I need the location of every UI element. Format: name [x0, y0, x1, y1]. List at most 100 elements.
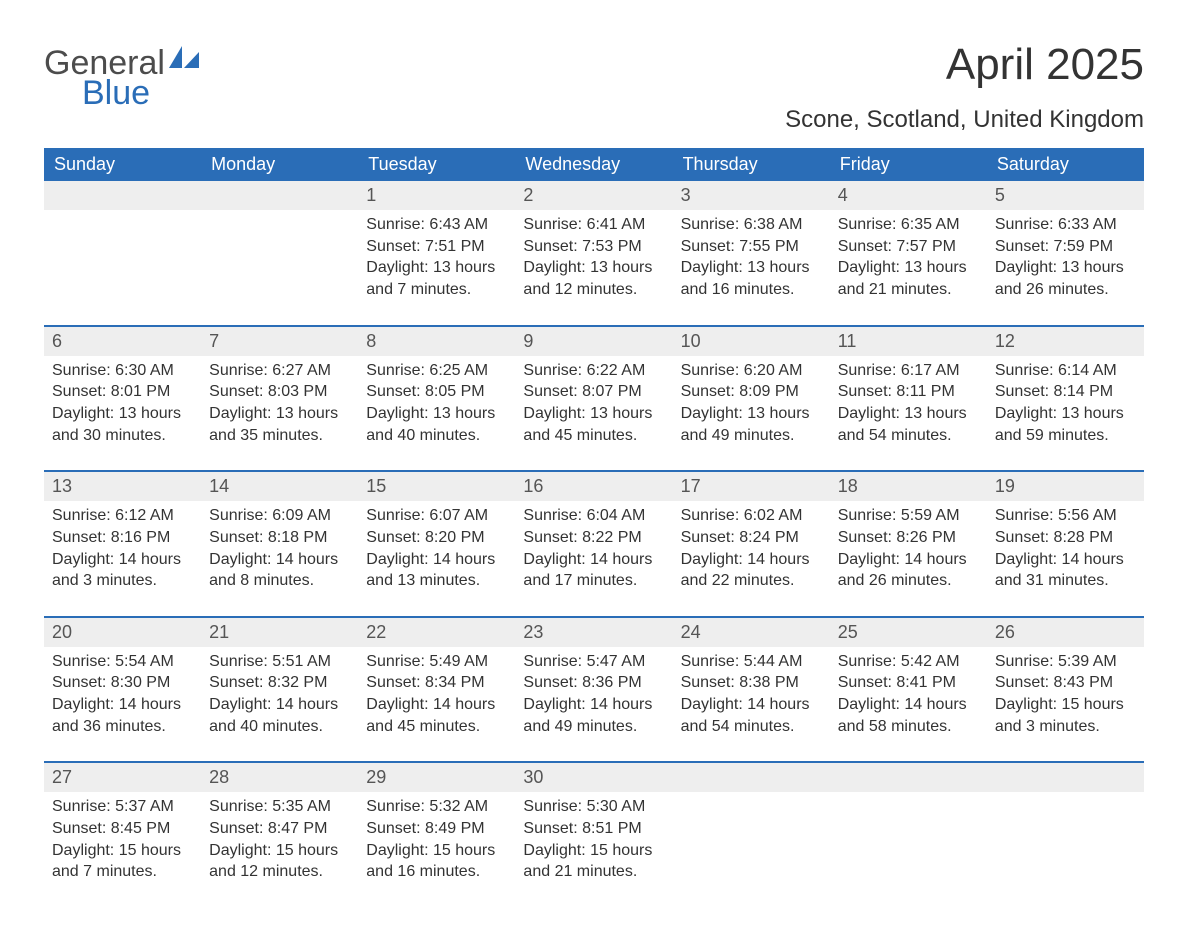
sunset-line: Sunset: 8:22 PM	[523, 527, 664, 549]
daylight-line: Daylight: 13 hours and 26 minutes.	[995, 257, 1136, 300]
day-number: 14	[201, 472, 358, 501]
sunrise-line: Sunrise: 6:41 AM	[523, 214, 664, 236]
day-info: Sunrise: 5:51 AMSunset: 8:32 PMDaylight:…	[201, 647, 358, 761]
daylight-line: Daylight: 14 hours and 17 minutes.	[523, 549, 664, 592]
calendar-day-cell: 27Sunrise: 5:37 AMSunset: 8:45 PMDayligh…	[44, 762, 201, 907]
daylight-line: Daylight: 14 hours and 26 minutes.	[838, 549, 979, 592]
daylight-line: Daylight: 13 hours and 40 minutes.	[366, 403, 507, 446]
sunrise-line: Sunrise: 5:54 AM	[52, 651, 193, 673]
weekday-header: Saturday	[987, 148, 1144, 181]
sunrise-line: Sunrise: 6:14 AM	[995, 360, 1136, 382]
sunrise-line: Sunrise: 6:07 AM	[366, 505, 507, 527]
calendar-day-cell: 3Sunrise: 6:38 AMSunset: 7:55 PMDaylight…	[673, 181, 830, 326]
calendar-day-cell: 17Sunrise: 6:02 AMSunset: 8:24 PMDayligh…	[673, 471, 830, 617]
sunrise-line: Sunrise: 6:38 AM	[681, 214, 822, 236]
calendar-day-cell: 4Sunrise: 6:35 AMSunset: 7:57 PMDaylight…	[830, 181, 987, 326]
daylight-line: Daylight: 13 hours and 16 minutes.	[681, 257, 822, 300]
day-number: 13	[44, 472, 201, 501]
calendar-day-cell: 23Sunrise: 5:47 AMSunset: 8:36 PMDayligh…	[515, 617, 672, 763]
day-number: 5	[987, 181, 1144, 210]
day-number: 11	[830, 327, 987, 356]
daylight-line: Daylight: 13 hours and 21 minutes.	[838, 257, 979, 300]
calendar-day-cell: 16Sunrise: 6:04 AMSunset: 8:22 PMDayligh…	[515, 471, 672, 617]
day-number: 21	[201, 618, 358, 647]
sunrise-line: Sunrise: 5:49 AM	[366, 651, 507, 673]
sunset-line: Sunset: 7:55 PM	[681, 236, 822, 258]
daylight-line: Daylight: 15 hours and 21 minutes.	[523, 840, 664, 883]
day-number: 10	[673, 327, 830, 356]
sunset-line: Sunset: 8:45 PM	[52, 818, 193, 840]
sunset-line: Sunset: 8:24 PM	[681, 527, 822, 549]
daylight-line: Daylight: 14 hours and 3 minutes.	[52, 549, 193, 592]
day-info: Sunrise: 6:17 AMSunset: 8:11 PMDaylight:…	[830, 356, 987, 470]
day-info: Sunrise: 5:54 AMSunset: 8:30 PMDaylight:…	[44, 647, 201, 761]
weekday-header: Tuesday	[358, 148, 515, 181]
daylight-line: Daylight: 14 hours and 40 minutes.	[209, 694, 350, 737]
sunset-line: Sunset: 8:18 PM	[209, 527, 350, 549]
calendar-day-cell: 11Sunrise: 6:17 AMSunset: 8:11 PMDayligh…	[830, 326, 987, 472]
calendar-day-cell: 7Sunrise: 6:27 AMSunset: 8:03 PMDaylight…	[201, 326, 358, 472]
day-number: 20	[44, 618, 201, 647]
sunset-line: Sunset: 8:51 PM	[523, 818, 664, 840]
day-info: Sunrise: 6:41 AMSunset: 7:53 PMDaylight:…	[515, 210, 672, 324]
sunset-line: Sunset: 8:43 PM	[995, 672, 1136, 694]
day-info: Sunrise: 5:49 AMSunset: 8:34 PMDaylight:…	[358, 647, 515, 761]
day-info: Sunrise: 6:14 AMSunset: 8:14 PMDaylight:…	[987, 356, 1144, 470]
day-number	[44, 181, 201, 210]
weekday-header: Thursday	[673, 148, 830, 181]
calendar-day-cell	[987, 762, 1144, 907]
sunset-line: Sunset: 8:20 PM	[366, 527, 507, 549]
day-info: Sunrise: 5:42 AMSunset: 8:41 PMDaylight:…	[830, 647, 987, 761]
calendar-day-cell: 19Sunrise: 5:56 AMSunset: 8:28 PMDayligh…	[987, 471, 1144, 617]
day-info: Sunrise: 6:20 AMSunset: 8:09 PMDaylight:…	[673, 356, 830, 470]
day-number: 18	[830, 472, 987, 501]
day-info: Sunrise: 5:56 AMSunset: 8:28 PMDaylight:…	[987, 501, 1144, 615]
daylight-line: Daylight: 14 hours and 36 minutes.	[52, 694, 193, 737]
sunrise-line: Sunrise: 6:25 AM	[366, 360, 507, 382]
day-info: Sunrise: 5:37 AMSunset: 8:45 PMDaylight:…	[44, 792, 201, 906]
calendar-day-cell	[44, 181, 201, 326]
daylight-line: Daylight: 14 hours and 49 minutes.	[523, 694, 664, 737]
sunrise-line: Sunrise: 5:32 AM	[366, 796, 507, 818]
day-number: 9	[515, 327, 672, 356]
sunset-line: Sunset: 8:47 PM	[209, 818, 350, 840]
daylight-line: Daylight: 14 hours and 58 minutes.	[838, 694, 979, 737]
day-number: 2	[515, 181, 672, 210]
sunrise-line: Sunrise: 6:43 AM	[366, 214, 507, 236]
day-number: 4	[830, 181, 987, 210]
sunrise-line: Sunrise: 5:37 AM	[52, 796, 193, 818]
header-row: General Blue April 2025 Scone, Scotland,…	[44, 40, 1144, 134]
sunset-line: Sunset: 8:14 PM	[995, 381, 1136, 403]
location-text: Scone, Scotland, United Kingdom	[785, 106, 1144, 134]
calendar-day-cell: 15Sunrise: 6:07 AMSunset: 8:20 PMDayligh…	[358, 471, 515, 617]
daylight-line: Daylight: 13 hours and 35 minutes.	[209, 403, 350, 446]
calendar-day-cell: 26Sunrise: 5:39 AMSunset: 8:43 PMDayligh…	[987, 617, 1144, 763]
daylight-line: Daylight: 14 hours and 31 minutes.	[995, 549, 1136, 592]
sunset-line: Sunset: 7:53 PM	[523, 236, 664, 258]
sunset-line: Sunset: 7:57 PM	[838, 236, 979, 258]
brand-logo: General Blue	[44, 40, 199, 110]
calendar-day-cell: 25Sunrise: 5:42 AMSunset: 8:41 PMDayligh…	[830, 617, 987, 763]
sunset-line: Sunset: 8:09 PM	[681, 381, 822, 403]
title-block: April 2025 Scone, Scotland, United Kingd…	[785, 40, 1144, 134]
sunrise-line: Sunrise: 5:44 AM	[681, 651, 822, 673]
day-info: Sunrise: 6:43 AMSunset: 7:51 PMDaylight:…	[358, 210, 515, 324]
daylight-line: Daylight: 13 hours and 30 minutes.	[52, 403, 193, 446]
weekday-header: Friday	[830, 148, 987, 181]
calendar-day-cell: 13Sunrise: 6:12 AMSunset: 8:16 PMDayligh…	[44, 471, 201, 617]
sunset-line: Sunset: 8:38 PM	[681, 672, 822, 694]
day-info: Sunrise: 5:44 AMSunset: 8:38 PMDaylight:…	[673, 647, 830, 761]
day-info	[987, 792, 1144, 888]
sunrise-line: Sunrise: 5:59 AM	[838, 505, 979, 527]
page-title: April 2025	[785, 40, 1144, 90]
calendar-page: General Blue April 2025 Scone, Scotland,…	[0, 0, 1188, 947]
calendar-week-row: 27Sunrise: 5:37 AMSunset: 8:45 PMDayligh…	[44, 762, 1144, 907]
calendar-day-cell: 21Sunrise: 5:51 AMSunset: 8:32 PMDayligh…	[201, 617, 358, 763]
daylight-line: Daylight: 13 hours and 45 minutes.	[523, 403, 664, 446]
day-info: Sunrise: 5:59 AMSunset: 8:26 PMDaylight:…	[830, 501, 987, 615]
calendar-day-cell	[673, 762, 830, 907]
sunrise-line: Sunrise: 6:30 AM	[52, 360, 193, 382]
calendar-day-cell: 9Sunrise: 6:22 AMSunset: 8:07 PMDaylight…	[515, 326, 672, 472]
day-number: 6	[44, 327, 201, 356]
day-number: 7	[201, 327, 358, 356]
